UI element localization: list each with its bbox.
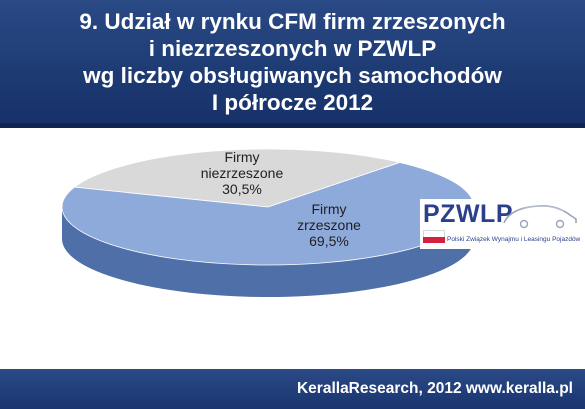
polish-flag-icon [423, 230, 445, 243]
pie-label-line: zrzeszone [297, 217, 361, 233]
title-line: wg liczby obsługiwanych samochodów [83, 63, 502, 88]
pzwlp-logo: PZWLP Polski Związek Wynajmu i Leasingu … [420, 199, 580, 249]
logo-name: PZWLP [423, 200, 513, 228]
title-line: I półrocze 2012 [211, 90, 374, 115]
footer-credit: KerallaResearch, 2012 www.keralla.pl [296, 380, 573, 397]
pie-label-line: 69,5% [309, 233, 349, 249]
pie-tops [61, 148, 475, 266]
footer-banner: KerallaResearch, 2012 www.keralla.pl [0, 369, 585, 409]
pie-slice-label: Firmy zrzeszone 69,5% [297, 201, 361, 249]
header-accent-bar [0, 123, 585, 128]
pie-label-line: Firmy [312, 201, 347, 217]
pie-slice [73, 148, 402, 208]
pie-label-line: Firmy [225, 149, 260, 165]
header-banner [0, 0, 585, 128]
title-line: 9. Udział w rynku CFM firm zrzeszonych [79, 9, 506, 34]
chart-title: 9. Udział w rynku CFM firm zrzeszonych i… [0, 8, 585, 116]
pie-sides [62, 207, 474, 297]
pie-slice-side [62, 207, 474, 297]
pie-slice-label: Firmy niezrzeszone 30,5% [201, 149, 284, 197]
pie-label-line: niezrzeszone [201, 165, 284, 181]
title-line: i niezrzeszonych w PZWLP [148, 36, 437, 61]
pie-chart: Firmy niezrzeszone 30,5%Firmy zrzeszone 69,5… [61, 148, 475, 297]
pie-slice [61, 162, 475, 266]
pie-labels: Firmy niezrzeszone 30,5%Firmy zrzeszone 69,5… [201, 149, 361, 249]
logo-subtitle: Polski Związek Wynajmu i Leasingu Pojazd… [447, 236, 581, 243]
pie-label-line: 30,5% [222, 181, 262, 197]
car-icon [503, 205, 577, 229]
